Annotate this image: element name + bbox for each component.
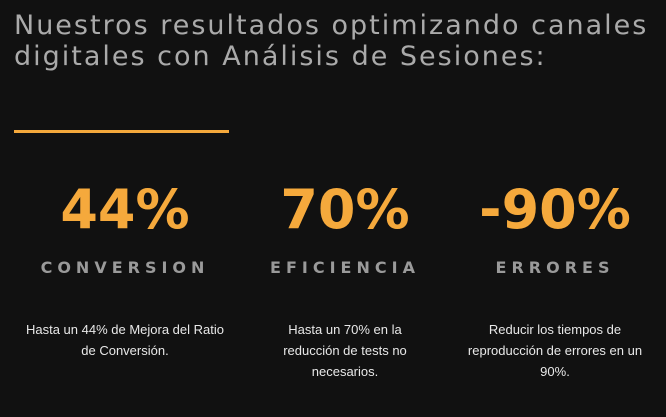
stat-label: EFICIENCIA bbox=[270, 258, 420, 277]
stat-label: CONVERSION bbox=[40, 258, 210, 277]
stat-value: -90% bbox=[479, 178, 631, 241]
heading-divider bbox=[14, 130, 229, 133]
stat-errores: -90% ERRORES Reducir los tiempos de repr… bbox=[450, 176, 660, 382]
stat-eficiencia: 70% EFICIENCIA Hasta un 70% en la reducc… bbox=[250, 176, 440, 382]
stat-description: Reducir los tiempos de reproducción de e… bbox=[467, 322, 643, 379]
stat-value: 44% bbox=[60, 178, 190, 241]
stat-label: ERRORES bbox=[495, 258, 615, 277]
stat-conversion: 44% CONVERSION Hasta un 44% de Mejora de… bbox=[20, 176, 230, 361]
stat-value: 70% bbox=[280, 178, 410, 241]
stat-description: Hasta un 44% de Mejora del Ratio de Conv… bbox=[25, 322, 224, 358]
stat-description: Hasta un 70% en la reducción de tests no… bbox=[283, 322, 407, 379]
section-heading: Nuestros resultados optimizando canales … bbox=[14, 10, 649, 72]
